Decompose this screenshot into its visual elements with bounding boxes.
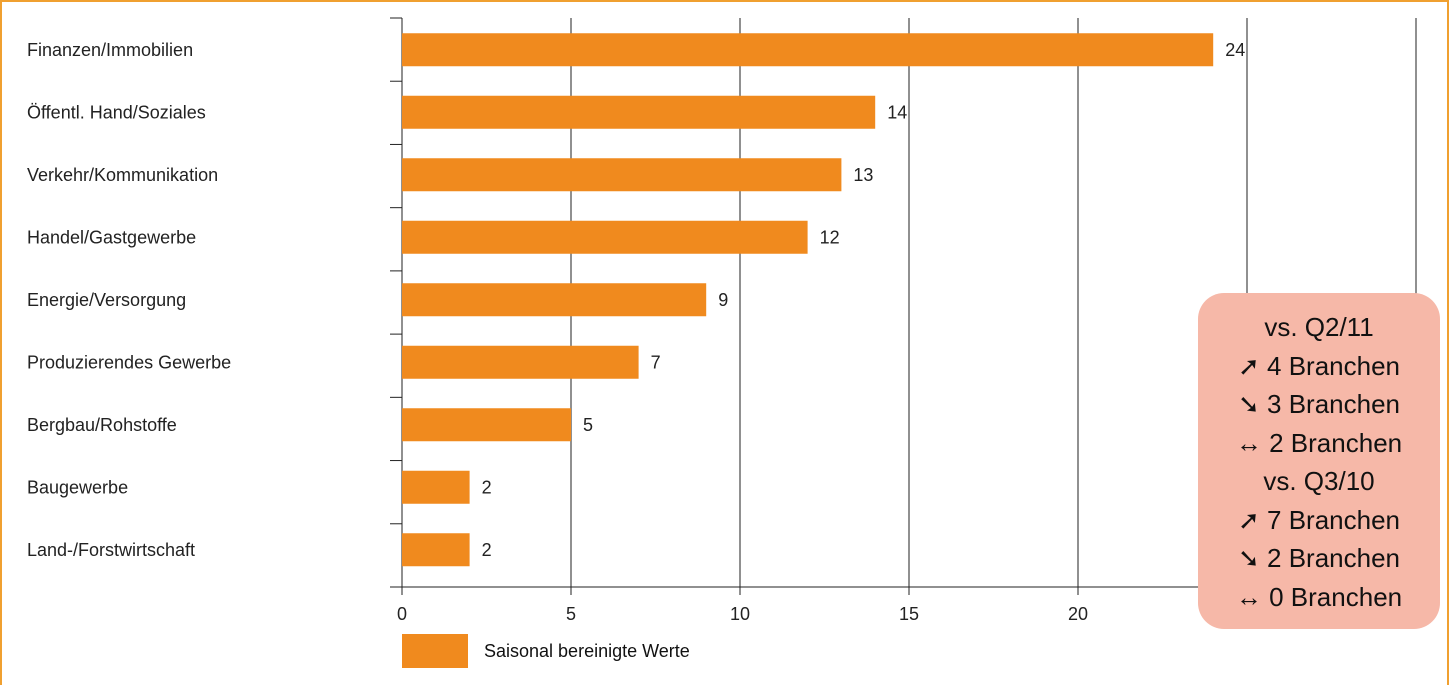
- x-tick-label: 5: [566, 604, 576, 624]
- comparison-infobox: vs. Q2/11 ➚ 4 Branchen ➘ 3 Branchen ↔ 2 …: [1198, 293, 1440, 629]
- x-tick-label: 10: [730, 604, 750, 624]
- x-tick-label: 20: [1068, 604, 1088, 624]
- bar: [402, 470, 470, 504]
- infobox-row-text: 3 Branchen: [1267, 389, 1400, 419]
- category-label: Finanzen/Immobilien: [27, 40, 193, 60]
- category-label: Öffentl. Hand/Soziales: [27, 102, 206, 122]
- infobox-row-text: 4 Branchen: [1267, 350, 1400, 381]
- data-label: 9: [718, 290, 728, 310]
- bar: [402, 345, 639, 379]
- x-tick-labels: 0510152025: [397, 604, 1257, 624]
- infobox-group: vs. Q2/11 ➚ 4 Branchen ➘ 3 Branchen ↔ 2 …: [1198, 308, 1440, 462]
- infobox-row: ➘ 3 Branchen: [1198, 385, 1440, 424]
- category-label: Produzierendes Gewerbe: [27, 352, 231, 372]
- data-label: 14: [887, 102, 907, 122]
- category-label: Verkehr/Kommunikation: [27, 165, 218, 185]
- category-label: Bergbau/Rohstoffe: [27, 415, 177, 435]
- bar: [402, 158, 842, 192]
- infobox-row: ↔ 2 Branchen: [1198, 424, 1440, 463]
- infobox-row-text: 2 Branchen: [1267, 543, 1400, 573]
- bar: [402, 283, 707, 317]
- data-label: 5: [583, 415, 593, 435]
- infobox-row: ➘ 2 Branchen: [1198, 539, 1440, 578]
- value-labels: 24 14 13 12 9 7 5 2 2: [482, 40, 1246, 560]
- arrow-both-icon: ↔: [1235, 581, 1262, 612]
- legend: Saisonal bereinigte Werte: [402, 634, 690, 668]
- bar: [402, 408, 571, 442]
- category-label: Baugewerbe: [27, 477, 128, 497]
- x-tick-label: 15: [899, 604, 919, 624]
- category-label: Land-/Forstwirtschaft: [27, 540, 195, 560]
- category-labels: Finanzen/Immobilien Öffentl. Hand/Soziale…: [27, 40, 231, 560]
- data-label: 12: [820, 227, 840, 247]
- x-tick-label: 0: [397, 604, 407, 624]
- category-label: Energie/Versorgung: [27, 290, 186, 310]
- data-label: 2: [482, 540, 492, 560]
- data-label: 7: [651, 352, 661, 372]
- bars: [402, 33, 1214, 567]
- bar: [402, 33, 1214, 67]
- data-label: 13: [853, 165, 873, 185]
- bar: [402, 220, 808, 254]
- arrow-up-icon: ➚: [1237, 350, 1260, 381]
- arrow-down-icon: ➘: [1237, 389, 1260, 419]
- infobox-row: ➚ 4 Branchen: [1198, 347, 1440, 386]
- arrow-up-icon: ➚: [1237, 504, 1260, 535]
- infobox-title: vs. Q3/10: [1263, 466, 1375, 496]
- arrow-down-icon: ➘: [1237, 543, 1260, 573]
- arrow-both-icon: ↔: [1235, 427, 1262, 458]
- bar: [402, 533, 470, 567]
- infobox-title: vs. Q2/11: [1264, 312, 1374, 342]
- data-label: 24: [1225, 40, 1245, 60]
- legend-label: Saisonal bereinigte Werte: [484, 640, 690, 661]
- legend-swatch: [402, 634, 468, 668]
- infobox-row-text: 7 Branchen: [1267, 504, 1400, 535]
- infobox-group: vs. Q3/10 ➚ 7 Branchen ➘ 2 Branchen ↔ 0 …: [1198, 462, 1440, 616]
- data-label: 2: [482, 477, 492, 497]
- infobox-row: ➚ 7 Branchen: [1198, 501, 1440, 540]
- infobox-row-text: 2 Branchen: [1269, 427, 1403, 458]
- infobox-row: ↔ 0 Branchen: [1198, 578, 1440, 617]
- category-label: Handel/Gastgewerbe: [27, 227, 196, 247]
- infobox-row-text: 0 Branchen: [1269, 581, 1403, 612]
- bar: [402, 95, 876, 129]
